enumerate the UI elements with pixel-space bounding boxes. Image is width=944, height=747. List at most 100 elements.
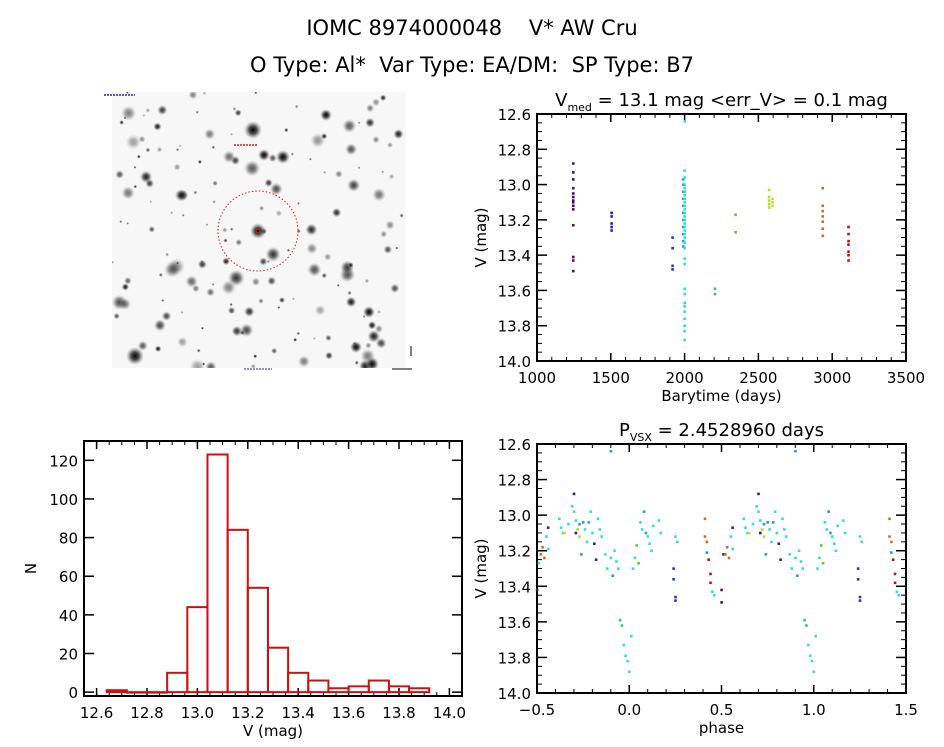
- data-point: [594, 558, 598, 562]
- star: [296, 331, 301, 336]
- data-point: [847, 243, 850, 246]
- data-point: [671, 268, 674, 271]
- star: [118, 297, 132, 311]
- data-point: [578, 535, 581, 538]
- data-point: [592, 542, 596, 545]
- data-point: [683, 225, 686, 229]
- data-point: [642, 510, 646, 513]
- star: [258, 298, 264, 304]
- star: [243, 160, 261, 177]
- data-point: [814, 634, 817, 638]
- y-axis-label: N: [22, 563, 40, 574]
- data-point: [723, 553, 727, 556]
- data-point: [799, 560, 803, 563]
- data-point: [734, 213, 737, 216]
- data-point: [571, 204, 575, 208]
- star: [138, 135, 146, 143]
- data-point: [581, 521, 585, 524]
- star: [386, 141, 394, 149]
- data-point: [734, 231, 737, 234]
- bright-star: [244, 121, 262, 139]
- data-point: [572, 492, 576, 496]
- y-tick-label: 100: [49, 491, 78, 509]
- x-tick-label: 2500: [739, 369, 777, 387]
- data-point: [681, 183, 685, 186]
- data-point: [831, 535, 834, 538]
- star: [153, 319, 166, 332]
- data-point: [587, 521, 591, 524]
- data-point: [644, 531, 648, 535]
- data-point: [672, 567, 675, 570]
- data-point: [823, 521, 827, 524]
- data-point: [618, 618, 622, 622]
- data-point: [751, 522, 755, 526]
- x-tick-label: 0.0: [617, 701, 641, 719]
- data-point: [610, 225, 613, 229]
- star: [205, 361, 217, 368]
- x-tick-label: 1000: [518, 369, 556, 387]
- data-point: [825, 528, 829, 531]
- data-point: [842, 519, 845, 522]
- star: [269, 182, 283, 196]
- star: [156, 146, 163, 153]
- data-point: [843, 531, 847, 535]
- star: [293, 337, 298, 342]
- data-point: [683, 176, 686, 179]
- x-tick-label: 1.5: [894, 701, 918, 719]
- star: [334, 170, 343, 179]
- data-point: [803, 618, 806, 622]
- data-point: [567, 522, 570, 526]
- star: [161, 311, 172, 321]
- star: [258, 205, 265, 212]
- data-point: [671, 264, 674, 268]
- data-point: [727, 556, 731, 560]
- star: [123, 276, 132, 285]
- data-point: [783, 528, 786, 531]
- star: [365, 103, 375, 113]
- data-point: [545, 535, 548, 538]
- star: [312, 336, 316, 340]
- data-point: [578, 522, 581, 526]
- y-axis-label: V (mag): [472, 207, 490, 267]
- star: [145, 107, 151, 113]
- data-point: [535, 588, 539, 592]
- data-point: [681, 204, 685, 208]
- x-tick-label: 13.6: [332, 704, 365, 722]
- data-point: [720, 588, 723, 592]
- data-point: [546, 526, 550, 529]
- star: [367, 329, 381, 343]
- star: [305, 223, 318, 236]
- data-point: [821, 220, 825, 224]
- star: [290, 152, 294, 156]
- data-point: [722, 553, 725, 556]
- data-point: [712, 593, 716, 597]
- star: [371, 98, 381, 107]
- data-point: [801, 567, 805, 570]
- data-point: [674, 595, 677, 599]
- star: [197, 159, 203, 165]
- data-point: [652, 524, 655, 528]
- y-tick-label: 13.0: [498, 177, 531, 195]
- star: [325, 351, 333, 360]
- star: [113, 312, 120, 320]
- data-point: [683, 287, 686, 291]
- bright-star: [250, 223, 266, 239]
- data-point: [683, 119, 686, 123]
- data-point: [703, 535, 707, 538]
- data-point: [624, 654, 627, 658]
- star: [197, 259, 207, 269]
- star: [286, 248, 291, 253]
- data-point: [683, 310, 686, 313]
- data-point: [856, 567, 860, 570]
- star: [175, 148, 180, 152]
- star: [165, 252, 170, 257]
- data-point: [683, 317, 686, 321]
- data-point: [888, 517, 891, 521]
- star: [192, 284, 200, 293]
- data-point: [571, 199, 575, 202]
- bright-star: [258, 149, 270, 161]
- data-point: [539, 553, 543, 556]
- data-point: [683, 301, 686, 305]
- star: [374, 324, 384, 334]
- data-point: [611, 574, 615, 578]
